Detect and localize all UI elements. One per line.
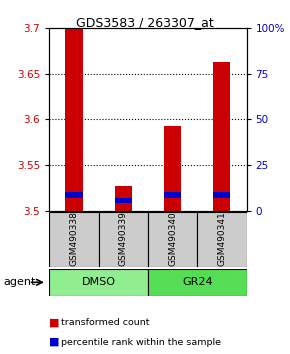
Bar bbox=[49, 269, 148, 296]
Text: transformed count: transformed count bbox=[61, 319, 149, 327]
Text: agent: agent bbox=[3, 277, 35, 287]
Bar bbox=[148, 212, 197, 267]
Bar bbox=[115, 186, 132, 211]
Text: percentile rank within the sample: percentile rank within the sample bbox=[61, 338, 221, 347]
Text: GSM490341: GSM490341 bbox=[217, 211, 226, 266]
Text: DMSO: DMSO bbox=[81, 277, 116, 287]
Bar bbox=[164, 193, 181, 198]
Text: ■: ■ bbox=[49, 337, 60, 347]
Bar bbox=[213, 62, 231, 211]
Bar bbox=[197, 212, 246, 267]
Text: GSM490340: GSM490340 bbox=[168, 211, 177, 266]
Bar bbox=[213, 193, 231, 198]
Bar bbox=[164, 126, 181, 211]
Bar bbox=[65, 28, 83, 211]
Text: GR24: GR24 bbox=[182, 277, 213, 287]
Bar bbox=[49, 212, 99, 267]
Bar bbox=[148, 269, 246, 296]
Text: ■: ■ bbox=[49, 318, 60, 327]
Bar bbox=[99, 212, 148, 267]
Text: GSM490339: GSM490339 bbox=[119, 211, 128, 266]
Text: GDS3583 / 263307_at: GDS3583 / 263307_at bbox=[76, 16, 214, 29]
Bar bbox=[65, 193, 83, 198]
Text: GSM490338: GSM490338 bbox=[69, 211, 79, 266]
Bar bbox=[115, 198, 132, 203]
